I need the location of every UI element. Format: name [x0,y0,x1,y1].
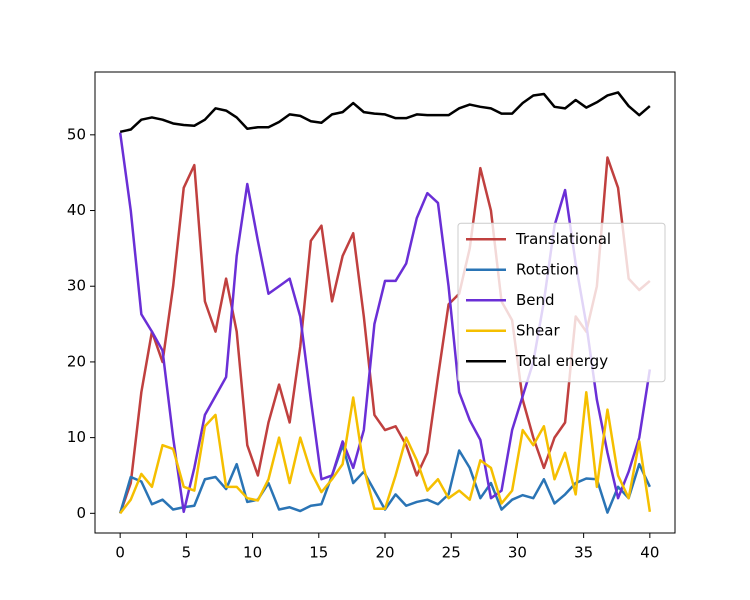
legend-label: Rotation [516,260,579,278]
line [119,91,651,134]
legend-label: Translational [515,230,611,248]
legend-label: Total energy [515,352,608,370]
line [118,156,651,514]
y-tick-label: 10 [67,428,86,446]
x-tick-label: 10 [243,544,262,562]
x-tick-label: 25 [442,544,461,562]
y-tick-label: 40 [67,201,86,219]
x-tick-label: 35 [574,544,593,562]
legend: Translational Rotation Bend Shear Total ener… [457,222,666,383]
x-tick-label: 40 [640,544,659,562]
x-tick-label: 20 [375,544,394,562]
plot-frame [94,71,676,534]
y-tick-label: 50 [67,125,86,143]
y-tick-label: 0 [76,504,86,522]
legend-label: Shear [516,321,560,339]
x-tick-label: 5 [182,544,192,562]
x-tick-label: 15 [309,544,328,562]
legend-label: Bend [516,291,555,309]
x-tick-label: 30 [508,544,527,562]
y-tick-label: 30 [67,277,86,295]
line [118,132,652,514]
y-tick-label: 20 [67,352,86,370]
line [119,390,652,515]
legend-box [457,222,666,383]
x-tick-label: 0 [115,544,125,562]
